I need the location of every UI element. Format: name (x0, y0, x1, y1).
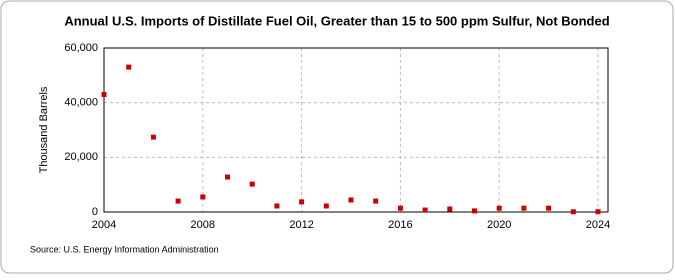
point (373, 198, 379, 204)
y-tick-label: 20,000 (64, 151, 98, 163)
point (422, 207, 428, 213)
y-tick-label: 60,000 (64, 42, 98, 54)
point (397, 205, 403, 211)
point (225, 174, 230, 180)
point (150, 134, 156, 140)
point (175, 198, 181, 204)
point (496, 205, 502, 211)
point (546, 205, 552, 211)
point (101, 91, 107, 97)
x-tick-label: 2020 (487, 219, 511, 231)
point (570, 209, 576, 215)
x-tick-label: 2016 (388, 219, 412, 231)
source: Source: U.S. Energy Information Administ… (30, 244, 219, 254)
point (274, 203, 280, 209)
y-tick-label: 0 (92, 206, 98, 218)
point (249, 181, 255, 187)
plot-area (103, 47, 609, 213)
y-tick-label: 40,000 (64, 97, 98, 109)
x-tick-label: 2024 (586, 219, 610, 231)
x-tick-label: 2004 (92, 219, 116, 231)
point (299, 199, 305, 205)
point (200, 194, 206, 200)
chart-title: Annual U.S. Imports of Distillate Fuel O… (64, 13, 609, 28)
point (521, 205, 527, 211)
point (323, 203, 329, 209)
point (595, 209, 601, 215)
point (472, 208, 477, 214)
x-tick-label: 2008 (191, 219, 215, 231)
y-axis-label: Thousand Barrels (38, 86, 50, 173)
point (447, 206, 453, 212)
point (348, 197, 354, 203)
point (126, 64, 132, 70)
frame (0, 0, 674, 274)
x-tick-label: 2012 (289, 219, 313, 231)
